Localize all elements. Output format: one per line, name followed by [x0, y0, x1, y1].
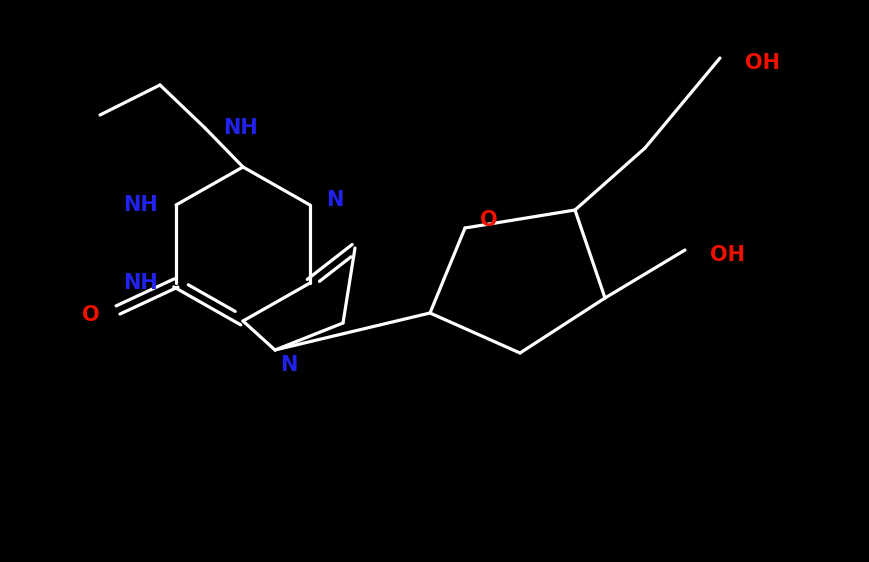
Text: N: N	[326, 190, 343, 210]
Text: O: O	[83, 305, 100, 325]
Text: OH: OH	[745, 53, 780, 73]
Text: O: O	[480, 210, 498, 230]
Text: OH: OH	[710, 245, 745, 265]
Text: NH: NH	[223, 118, 258, 138]
Text: NH: NH	[123, 273, 158, 293]
Text: N: N	[280, 355, 297, 375]
Text: NH: NH	[123, 195, 158, 215]
